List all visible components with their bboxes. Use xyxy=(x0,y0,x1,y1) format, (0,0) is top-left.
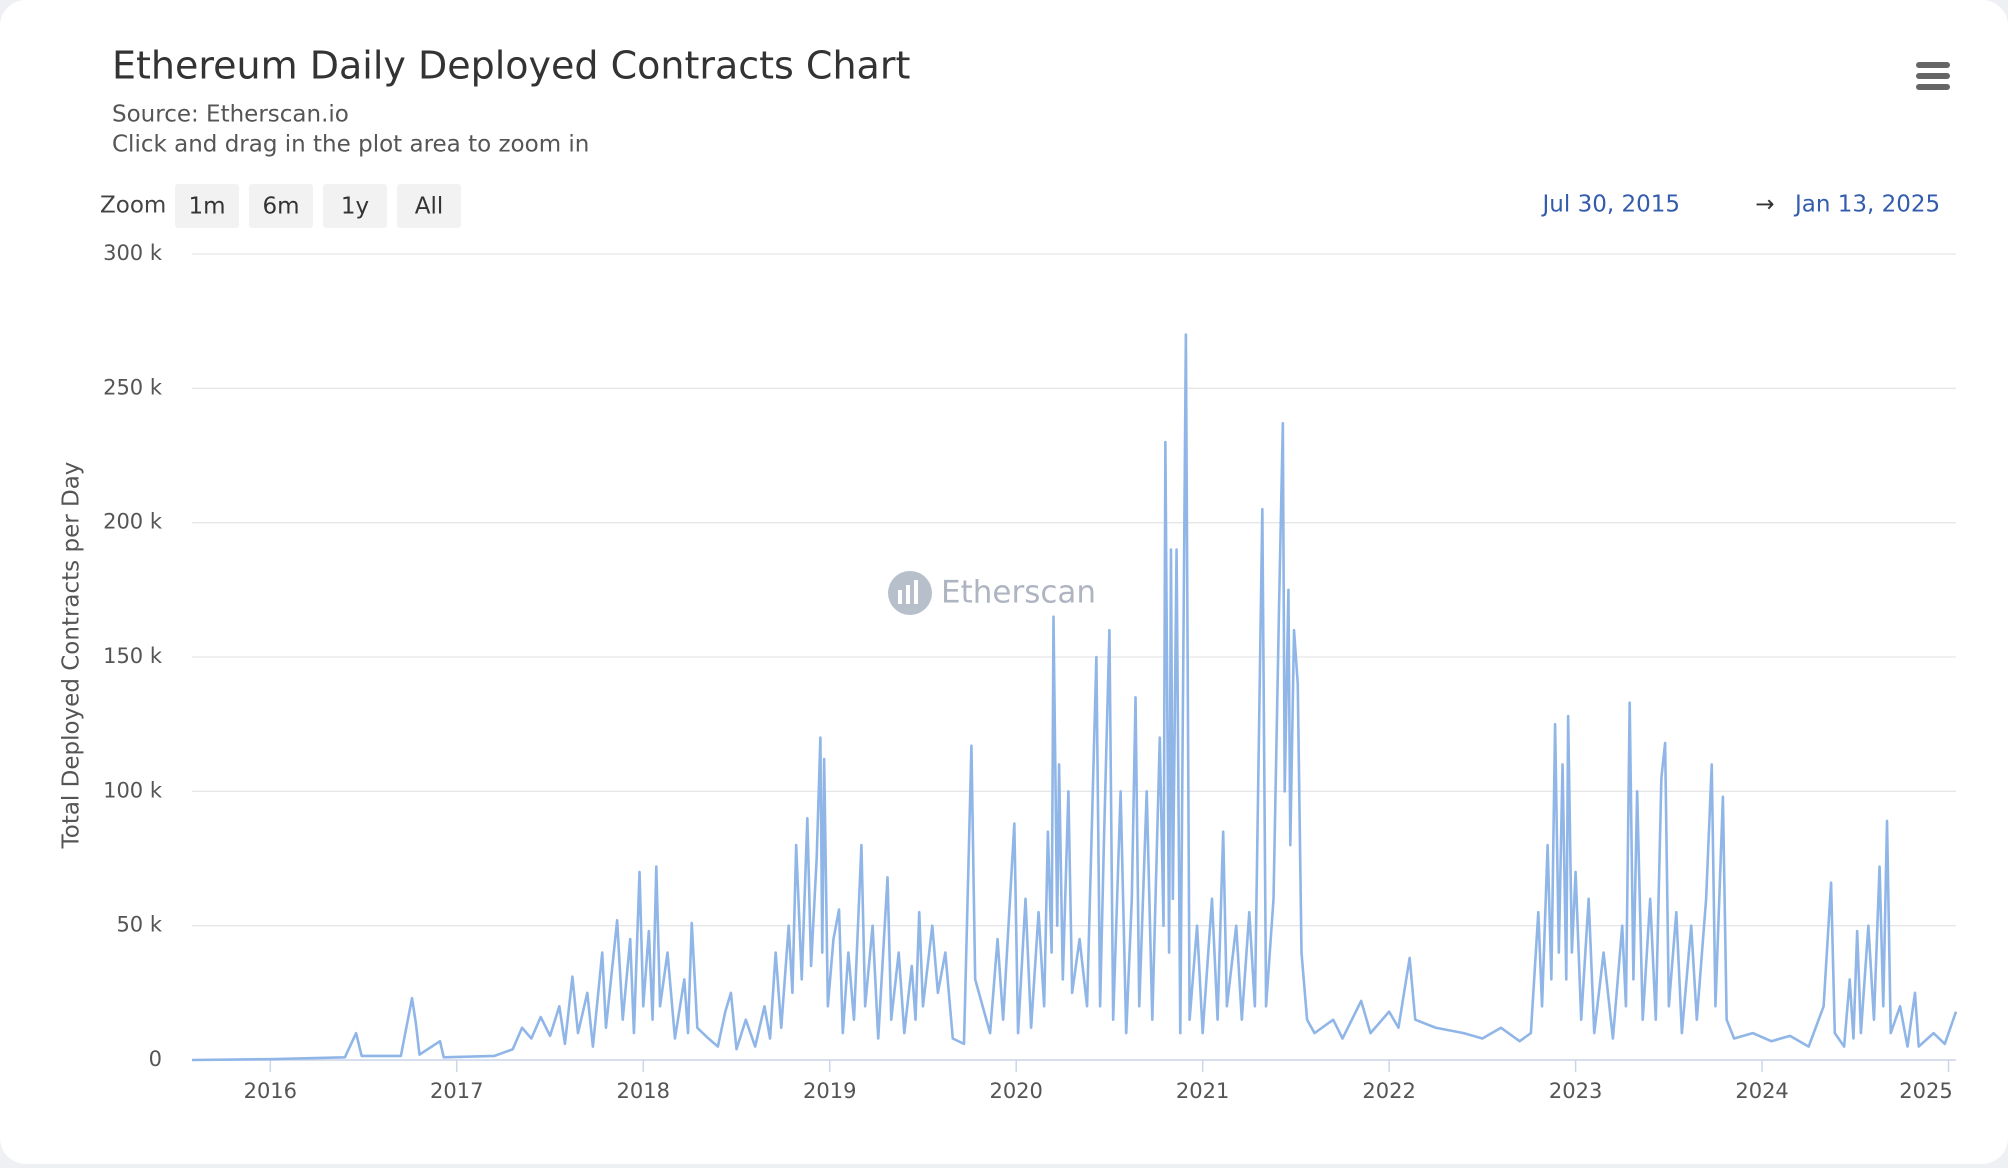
zoom-button-label: 1m xyxy=(188,194,225,220)
menu-bar xyxy=(1916,84,1950,90)
range-from[interactable]: Jul 30, 2015 xyxy=(1541,192,1680,218)
zoom-button[interactable]: All xyxy=(397,184,461,228)
range-arrow: → xyxy=(1755,192,1774,218)
y-tick-label: 150 k xyxy=(103,644,163,668)
x-tick-label: 2022 xyxy=(1362,1079,1415,1103)
menu-bar xyxy=(1916,73,1950,79)
zoom-button-bg xyxy=(249,184,313,228)
chart-subtitle: Click and drag in the plot area to zoom … xyxy=(112,132,589,158)
y-tick-label: 100 k xyxy=(103,778,163,802)
zoom-button[interactable]: 1y xyxy=(323,184,387,228)
x-tick-label: 2021 xyxy=(1176,1079,1229,1103)
y-tick-label: 0 xyxy=(149,1047,162,1071)
watermark-logo xyxy=(914,580,918,604)
x-tick-label: 2025 xyxy=(1899,1079,1952,1103)
data-line xyxy=(191,333,1958,1062)
x-tick-label: 2017 xyxy=(430,1079,483,1103)
watermark: Etherscan xyxy=(888,571,1096,615)
zoom-button[interactable]: 6m xyxy=(249,184,313,228)
zoom-button[interactable]: 1m xyxy=(175,184,239,228)
x-tick-label: 2016 xyxy=(244,1079,297,1103)
x-tick-label: 2023 xyxy=(1549,1079,1602,1103)
zoom-button-bg xyxy=(397,184,461,228)
y-tick-label: 300 k xyxy=(103,241,163,265)
menu-bar xyxy=(1916,62,1950,68)
watermark-text: Etherscan xyxy=(941,575,1096,611)
chart-subtitle: Source: Etherscan.io xyxy=(112,102,349,128)
menu-icon[interactable] xyxy=(1916,62,1950,90)
y-tick-label: 50 k xyxy=(116,913,162,937)
watermark-logo xyxy=(898,590,902,604)
zoom-button-label: 1y xyxy=(341,194,369,220)
x-tick-label: 2018 xyxy=(617,1079,670,1103)
x-tick-label: 2020 xyxy=(989,1079,1042,1103)
zoom-button-label: All xyxy=(415,194,444,220)
x-tick-label: 2019 xyxy=(803,1079,856,1103)
y-tick-label: 200 k xyxy=(103,510,163,534)
y-tick-label: 250 k xyxy=(103,375,163,399)
zoom-label: Zoom xyxy=(100,193,166,219)
zoom-button-label: 6m xyxy=(262,194,299,220)
range-to[interactable]: Jan 13, 2025 xyxy=(1793,192,1940,218)
chart-title: Ethereum Daily Deployed Contracts Chart xyxy=(112,44,910,88)
zoom-button-bg xyxy=(323,184,387,228)
x-tick-label: 2024 xyxy=(1735,1079,1788,1103)
zoom-button-bg xyxy=(175,184,239,228)
zoom-buttons: 1m 6m 1y All xyxy=(175,184,461,228)
watermark-logo xyxy=(906,585,910,604)
y-axis-label: Total Deployed Contracts per Day xyxy=(59,462,85,850)
